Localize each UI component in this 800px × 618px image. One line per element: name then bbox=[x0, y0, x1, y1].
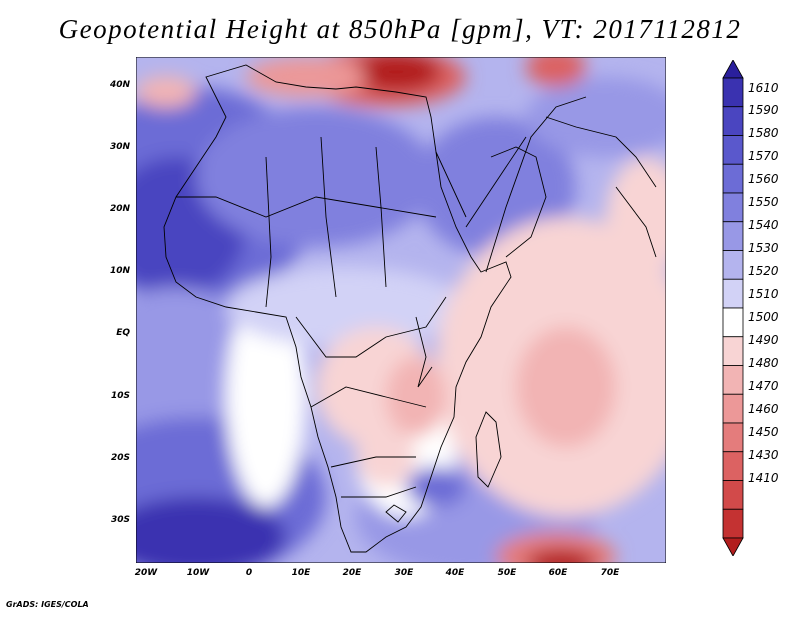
colorbar-label: 1470 bbox=[748, 379, 779, 393]
lon-label-10w: 10W bbox=[186, 568, 210, 578]
lon-label-10e: 10E bbox=[291, 568, 311, 578]
lon-label-30e: 30E bbox=[394, 568, 414, 578]
colorbar-label: 1410 bbox=[748, 471, 779, 485]
lat-label-20s: 20S bbox=[110, 453, 130, 463]
colorbar-segment bbox=[722, 451, 744, 481]
colorbar-segment bbox=[722, 480, 744, 510]
lat-label-30s: 30S bbox=[110, 515, 130, 525]
colorbar bbox=[722, 60, 744, 556]
colorbar-segment bbox=[722, 77, 744, 108]
colorbar-label: 1580 bbox=[748, 126, 779, 140]
lon-label-20w: 20W bbox=[134, 568, 158, 578]
colorbar-label: 1570 bbox=[748, 149, 779, 163]
colorbar-segment bbox=[722, 135, 744, 165]
lon-label-20e: 20E bbox=[342, 568, 362, 578]
colorbar-label: 1560 bbox=[748, 172, 779, 186]
lon-label-50e: 50E bbox=[497, 568, 517, 578]
grads-credit: GrADS: IGES/COLA bbox=[6, 600, 89, 609]
colorbar-label: 1550 bbox=[748, 195, 779, 209]
colorbar-label: 1510 bbox=[748, 287, 779, 301]
lat-label-10n: 10N bbox=[109, 266, 130, 276]
lat-label-30n: 30N bbox=[109, 142, 130, 152]
lon-label-70e: 70E bbox=[600, 568, 620, 578]
height-field bbox=[136, 57, 666, 563]
lon-label-40e: 40E bbox=[445, 568, 465, 578]
lat-label-40n: 40N bbox=[109, 80, 130, 90]
colorbar-segment bbox=[722, 60, 744, 79]
colorbar-segment bbox=[722, 192, 744, 223]
colorbar-segment bbox=[722, 336, 744, 366]
colorbar-segment bbox=[722, 106, 744, 136]
lat-label-eq: EQ bbox=[116, 328, 130, 338]
colorbar-segment bbox=[722, 393, 744, 424]
colorbar-segment bbox=[722, 537, 744, 556]
lon-label-0: 0 bbox=[245, 568, 253, 578]
geopotential-height-map bbox=[136, 57, 666, 563]
colorbar-label: 1530 bbox=[748, 241, 779, 255]
lat-label-10s: 10S bbox=[110, 391, 130, 401]
colorbar-segment bbox=[722, 307, 744, 338]
colorbar-label: 1490 bbox=[748, 333, 779, 347]
colorbar-segment bbox=[722, 163, 744, 194]
colorbar-label: 1590 bbox=[748, 103, 779, 117]
colorbar-segment bbox=[722, 422, 744, 453]
colorbar-label: 1450 bbox=[748, 425, 779, 439]
coastlines-and-borders bbox=[163, 64, 657, 553]
colorbar-segment bbox=[722, 508, 744, 539]
colorbar-segment bbox=[722, 365, 744, 395]
colorbar-label: 1500 bbox=[748, 310, 779, 324]
colorbar-label: 1540 bbox=[748, 218, 779, 232]
colorbar-segment bbox=[722, 278, 744, 309]
lat-label-20n: 20N bbox=[109, 204, 130, 214]
colorbar-label: 1430 bbox=[748, 448, 779, 462]
colorbar-label: 1460 bbox=[748, 402, 779, 416]
colorbar-label: 1610 bbox=[748, 81, 779, 95]
colorbar-segment bbox=[722, 221, 744, 251]
colorbar-label: 1520 bbox=[748, 264, 779, 278]
colorbar-segment bbox=[722, 250, 744, 280]
lon-label-60e: 60E bbox=[548, 568, 568, 578]
colorbar-label: 1480 bbox=[748, 356, 779, 370]
map-title: Geopotential Height at 850hPa [gpm], VT:… bbox=[58, 14, 742, 44]
